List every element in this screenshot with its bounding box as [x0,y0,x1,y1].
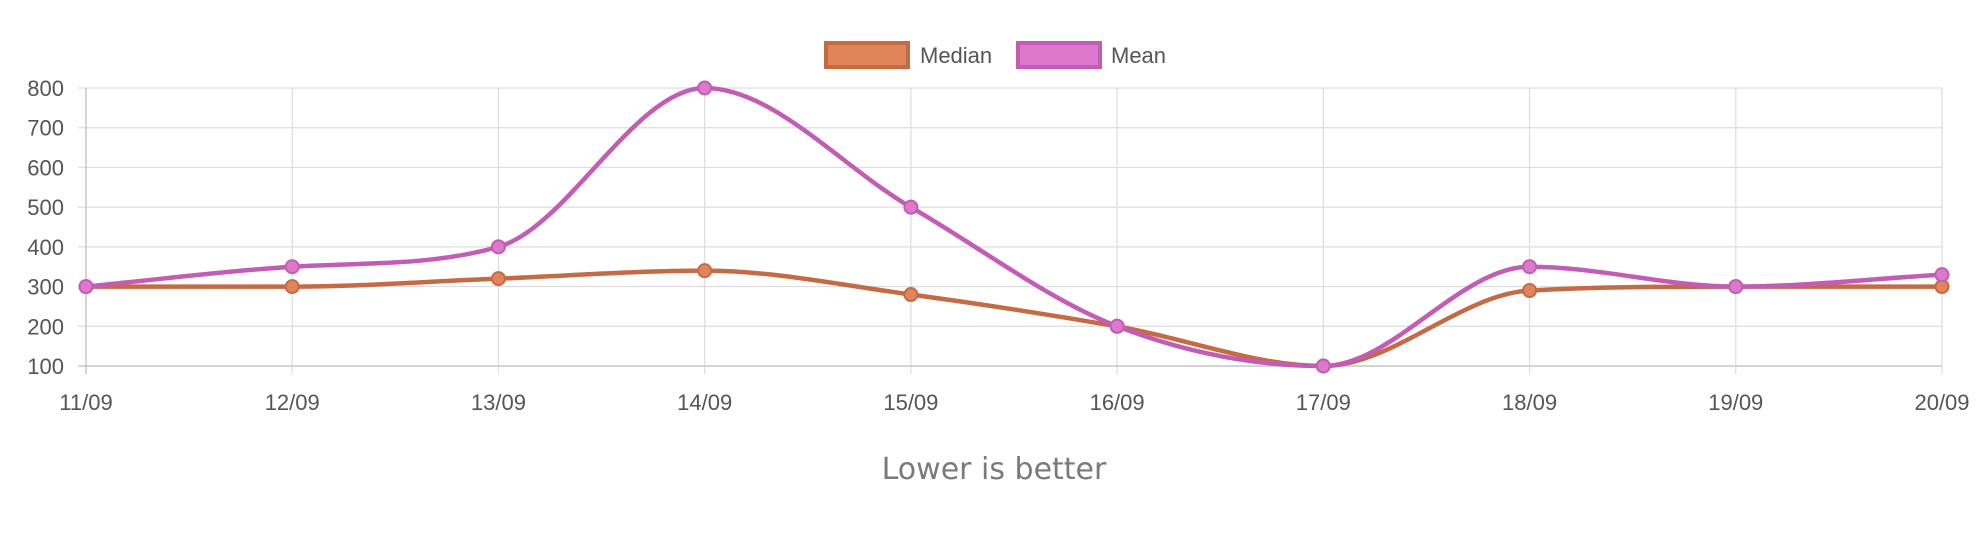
chart-caption: Lower is better [881,452,1107,487]
series-line-median [83,268,1945,369]
data-point-median[interactable] [490,271,506,287]
x-tick-label: 17/09 [1296,390,1351,415]
data-point-mean[interactable] [903,199,919,215]
x-tick-label: 14/09 [677,390,732,415]
data-point-median[interactable] [1522,283,1538,299]
x-tick-label: 18/09 [1502,390,1557,415]
grid [78,87,1943,374]
legend-label: Median [920,43,992,68]
data-point-mean[interactable] [1315,358,1331,374]
x-tick-label: 12/09 [265,390,320,415]
legend-swatch [1016,41,1102,69]
y-tick-label: 500 [27,195,64,220]
legend-item-median[interactable]: Median [824,41,992,69]
legend-label: Mean [1111,43,1166,68]
y-tick-label: 800 [27,76,64,101]
series-line-mean [83,85,1945,369]
y-tick-label: 100 [27,354,64,379]
series-lines [83,85,1945,369]
data-point-median[interactable] [697,263,713,279]
x-tick-label: 16/09 [1090,390,1145,415]
y-tick-label: 700 [27,116,64,141]
x-tick-label: 20/09 [1914,390,1969,415]
x-tick-label: 19/09 [1708,390,1763,415]
data-point-median[interactable] [284,279,300,295]
data-point-mean[interactable] [490,239,506,255]
data-point-mean[interactable] [78,279,94,295]
y-tick-label: 400 [27,235,64,260]
x-tick-label: 13/09 [471,390,526,415]
data-point-mean[interactable] [1522,259,1538,275]
data-point-mean[interactable] [1934,267,1950,283]
legend[interactable]: Median Mean [824,41,1166,69]
data-point-mean[interactable] [284,259,300,275]
data-point-mean[interactable] [697,80,713,96]
axes: 100 200 300 400 500 600 700 800 11/09 12/09 13/09 1… [27,76,1969,415]
y-tick-label: 200 [27,314,64,339]
legend-item-mean[interactable]: Mean [1016,41,1166,69]
x-tick-label: 11/09 [59,390,112,415]
legend-swatch [824,41,910,69]
x-tick-label: 15/09 [883,390,938,415]
data-point-median[interactable] [903,287,919,303]
data-point-mean[interactable] [1728,279,1744,295]
data-point-mean[interactable] [1109,318,1125,334]
y-tick-label: 600 [27,155,64,180]
y-tick-label: 300 [27,275,64,300]
series-points [78,80,1950,374]
